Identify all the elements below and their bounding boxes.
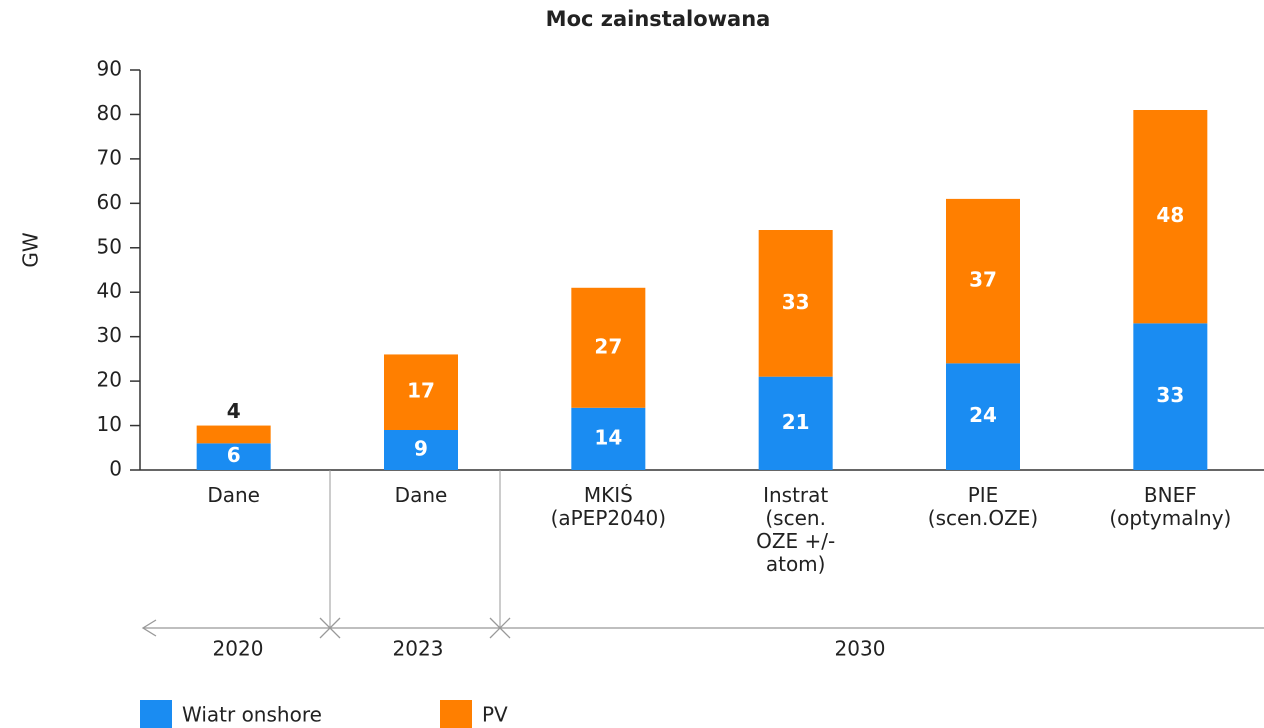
x-tick-label-box: MKIŚ (aPEP2040)	[550, 484, 667, 530]
y-tick-label: 90	[97, 57, 122, 81]
bar-segment	[758, 376, 833, 470]
data-label: 4	[227, 399, 241, 423]
y-tick-label: 30	[97, 323, 122, 347]
y-tick-label: 0	[109, 457, 122, 481]
x-tick-label-box: Dane	[394, 484, 448, 507]
y-tick-label: 10	[97, 412, 122, 436]
y-tick-label: 40	[97, 279, 122, 303]
y-tick-label: 80	[97, 101, 122, 125]
y-tick-label: 60	[97, 190, 122, 214]
legend-label: PV	[482, 703, 508, 727]
data-label: 14	[594, 425, 622, 449]
bar-segment	[571, 287, 646, 408]
bar-segment	[196, 425, 271, 444]
legend-label: Wiatr onshore	[182, 703, 322, 727]
x-tick-label: PIE (scen.OZE)	[927, 484, 1039, 530]
x-tick-label-box: Dane	[207, 484, 260, 507]
bar-segment	[196, 443, 271, 470]
data-label: 24	[969, 403, 997, 427]
data-label: 27	[594, 334, 622, 358]
data-label: 33	[782, 290, 810, 314]
bar-segment	[384, 430, 458, 470]
data-label: 33	[1156, 383, 1184, 407]
y-tick-label: 70	[97, 145, 122, 169]
y-tick-label: 20	[97, 368, 122, 392]
period-arrows	[141, 617, 1264, 639]
data-label: 21	[782, 410, 810, 434]
x-tick-label: Dane	[394, 484, 448, 507]
period-label: 2030	[835, 637, 886, 661]
legend-swatch	[440, 700, 472, 728]
data-label: 9	[414, 437, 428, 461]
bar-segment	[946, 363, 1020, 470]
x-tick-label-box: PIE (scen.OZE)	[927, 484, 1039, 530]
x-tick-label: BNEF (optymalny)	[1109, 484, 1232, 530]
data-label: 37	[969, 268, 997, 292]
bar-segment	[1133, 110, 1208, 324]
data-label: 6	[227, 443, 241, 467]
x-tick-label: MKIŚ (aPEP2040)	[550, 484, 667, 530]
x-tick-label-box: BNEF (optymalny)	[1109, 484, 1232, 530]
period-label: 2020	[213, 637, 264, 661]
bar-segment	[384, 354, 458, 430]
period-label: 2023	[393, 637, 444, 661]
chart-title: Moc zainstalowana	[546, 7, 771, 31]
x-tick-label: Dane	[207, 484, 260, 507]
bar-segment	[758, 230, 833, 377]
bar-segment	[571, 407, 646, 470]
data-label: 48	[1156, 203, 1184, 227]
y-axis-label: GW	[19, 232, 43, 267]
y-tick-label: 50	[97, 234, 122, 258]
x-tick-label-box: Instrat (scen. OZE +/- atom)	[756, 484, 836, 576]
x-tick-label: Instrat (scen. OZE +/- atom)	[756, 484, 836, 576]
legend-swatch	[140, 700, 172, 728]
data-label: 17	[407, 379, 435, 403]
bar-segment	[946, 198, 1020, 364]
bar-segment	[1133, 323, 1208, 470]
